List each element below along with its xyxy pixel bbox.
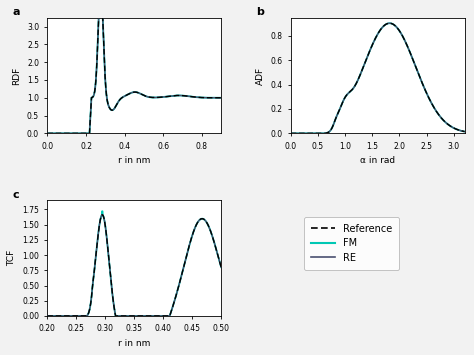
X-axis label: r in nm: r in nm	[118, 339, 150, 348]
Text: c: c	[13, 190, 19, 200]
Text: b: b	[256, 7, 264, 17]
X-axis label: r in nm: r in nm	[118, 156, 150, 165]
X-axis label: α in rad: α in rad	[360, 156, 395, 165]
Y-axis label: ADF: ADF	[255, 66, 264, 84]
Text: a: a	[13, 7, 20, 17]
Y-axis label: RDF: RDF	[12, 66, 21, 84]
Legend: Reference, FM, RE: Reference, FM, RE	[304, 217, 399, 270]
Y-axis label: TCF: TCF	[8, 250, 17, 266]
